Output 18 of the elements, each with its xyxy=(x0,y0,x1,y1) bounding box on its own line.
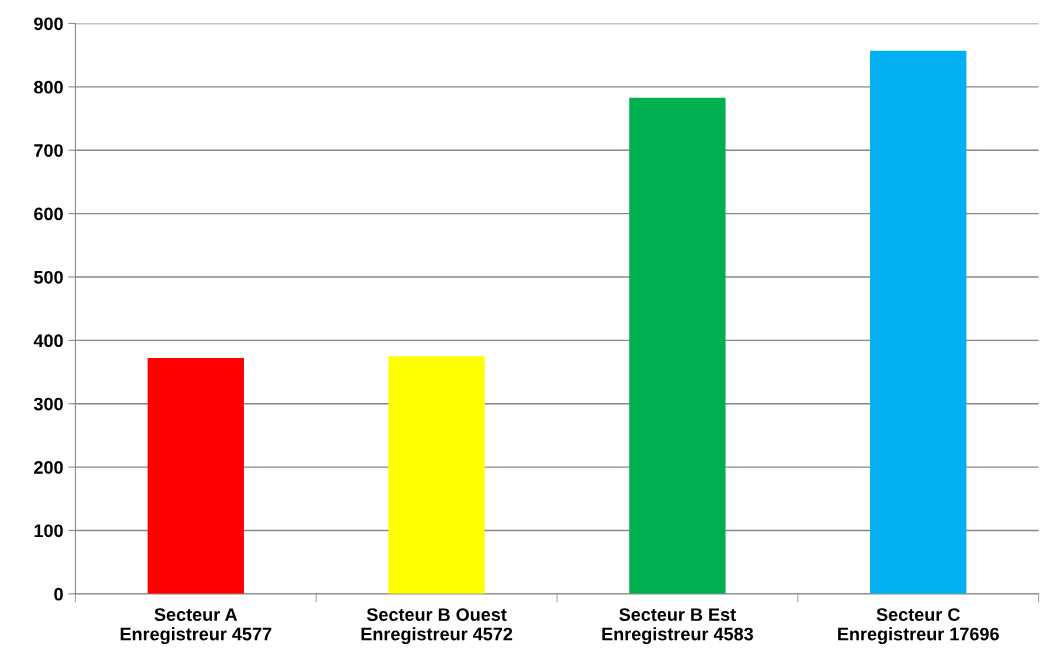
y-tick-label: 200 xyxy=(34,461,63,474)
y-tick-label: 500 xyxy=(34,270,63,284)
y-tick-label: 100 xyxy=(34,524,63,538)
y-tick-label: 600 xyxy=(34,207,63,221)
y-tick-label: 900 xyxy=(34,17,63,31)
bar xyxy=(870,50,967,594)
y-tick-label: 800 xyxy=(34,80,63,94)
y-tick-label: 400 xyxy=(33,334,63,348)
x-tick-label: Secteur B Ouest Enregistreur 4572 xyxy=(361,608,513,645)
y-tick-label: 700 xyxy=(34,144,63,157)
y-tick-label: 0 xyxy=(54,587,63,601)
x-tick-label: Secteur A Enregistreur 4577 xyxy=(120,608,272,645)
x-tick-label: Secteur C Enregistreur 17696 xyxy=(838,608,999,645)
x-tick-label: Secteur B Est Enregistreur 4583 xyxy=(602,608,754,645)
bar xyxy=(629,97,726,594)
y-tick-label: 300 xyxy=(33,397,63,411)
bar xyxy=(147,358,244,594)
bar xyxy=(388,356,485,594)
